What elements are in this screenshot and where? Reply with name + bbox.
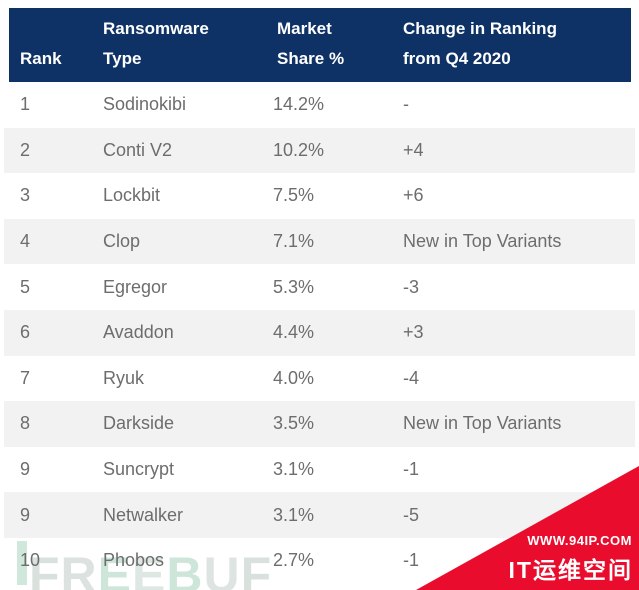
- cell-change: New in Top Variants: [403, 413, 562, 434]
- header-type-line1: Ransomware: [103, 19, 209, 38]
- cell-change: -5: [403, 504, 420, 525]
- cell-share: 7.1%: [273, 231, 315, 252]
- cell-change: New in Top Variants: [403, 231, 562, 252]
- cell-share: 5.3%: [273, 276, 315, 297]
- watermark-site-name: IT运维空间: [508, 557, 633, 583]
- cell-type: Phobos: [103, 550, 165, 571]
- cell-share: 10.2%: [273, 139, 325, 160]
- table-body: 1 Sodinokibi 14.2% - 2 Conti V2 10.2% +4…: [4, 82, 635, 584]
- cell-change: -3: [403, 276, 420, 297]
- cell-share: 4.4%: [273, 322, 315, 343]
- cell-rank: 7: [20, 367, 31, 388]
- cell-share: 3.1%: [273, 459, 315, 480]
- cell-change: +3: [403, 322, 424, 343]
- table-row: 8 Darkside 3.5% New in Top Variants: [4, 401, 635, 447]
- cell-type: Sodinokibi: [103, 94, 187, 115]
- table-row: 9 Suncrypt 3.1% -1: [4, 447, 635, 493]
- header-cell-change: Change in Ranking from Q4 2020: [403, 14, 631, 82]
- header-change-line2: from Q4 2020: [403, 49, 511, 68]
- cell-share: 2.7%: [273, 550, 315, 571]
- cell-type: Avaddon: [103, 322, 174, 343]
- table-header: Rank Ransomware Type Market Share % Chan…: [9, 8, 631, 82]
- cell-rank: 6: [20, 322, 31, 343]
- cell-rank: 4: [20, 231, 31, 252]
- cell-type: Clop: [103, 231, 141, 252]
- cell-share: 14.2%: [273, 94, 325, 115]
- table-row: 1 Sodinokibi 14.2% -: [4, 82, 635, 128]
- table-row: 4 Clop 7.1% New in Top Variants: [4, 218, 635, 265]
- cell-rank: 5: [20, 276, 31, 297]
- table-row: 3 Lockbit 7.5% +6: [4, 173, 635, 219]
- table-row: 10 Phobos 2.7% -1: [4, 538, 635, 584]
- header-share-line1: Market: [277, 19, 332, 38]
- table-row: 6 Avaddon 4.4% +3: [4, 309, 635, 356]
- table-row: 9 Netwalker 3.1% -5: [4, 492, 635, 538]
- header-share-line2: Share %: [277, 49, 345, 68]
- cell-change: -1: [403, 550, 420, 571]
- cell-rank: 10: [20, 550, 41, 571]
- cell-type: Egregor: [103, 276, 168, 297]
- header-change-line1: Change in Ranking: [403, 19, 557, 38]
- table-row: 5 Egregor 5.3% -3: [4, 264, 635, 310]
- cell-change: +4: [403, 139, 424, 160]
- cell-change: -: [403, 94, 409, 115]
- cell-change: -4: [403, 367, 420, 388]
- header-cell-rank: Rank: [20, 44, 103, 82]
- watermark-site-url: WWW.94IP.COM: [527, 533, 632, 548]
- table-row: 2 Conti V2 10.2% +4: [4, 127, 635, 174]
- cell-share: 3.5%: [273, 413, 315, 434]
- cell-rank: 3: [20, 185, 31, 206]
- cell-type: Darkside: [103, 413, 175, 434]
- cell-rank: 1: [20, 94, 31, 115]
- cell-rank: 2: [20, 139, 31, 160]
- cell-share: 3.1%: [273, 504, 315, 525]
- cell-change: +6: [403, 185, 424, 206]
- cell-type: Ryuk: [103, 367, 145, 388]
- header-cell-type: Ransomware Type: [103, 14, 277, 82]
- header-rank-line2: Rank: [20, 49, 62, 68]
- table-row: 7 Ryuk 4.0% -4: [4, 356, 635, 402]
- cell-rank: 8: [20, 413, 31, 434]
- cell-change: -1: [403, 459, 420, 480]
- cell-share: 7.5%: [273, 185, 315, 206]
- cell-type: Lockbit: [103, 185, 161, 206]
- cell-share: 4.0%: [273, 367, 315, 388]
- cell-rank: 9: [20, 459, 31, 480]
- header-type-line2: Type: [103, 49, 142, 68]
- cell-type: Suncrypt: [103, 459, 175, 480]
- cell-rank: 9: [20, 504, 31, 525]
- cell-type: Netwalker: [103, 504, 184, 525]
- cell-type: Conti V2: [103, 139, 173, 160]
- header-cell-share: Market Share %: [277, 14, 403, 82]
